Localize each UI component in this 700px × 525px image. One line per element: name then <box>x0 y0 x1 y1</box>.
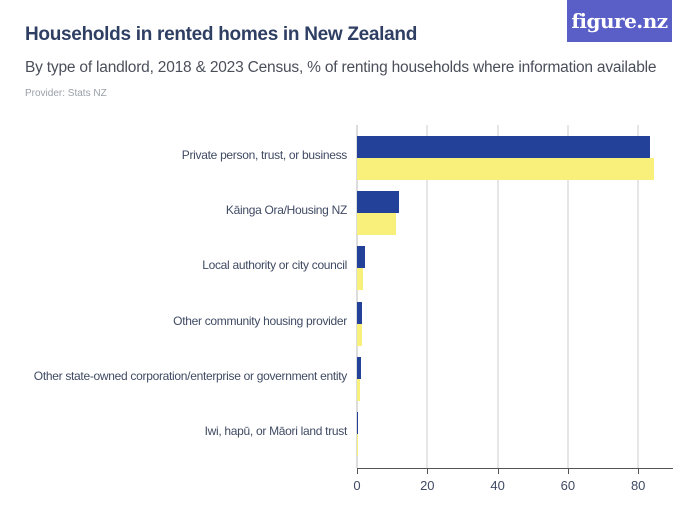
x-axis-tick-label: 20 <box>420 478 435 493</box>
x-axis-tick-label: 0 <box>353 478 361 493</box>
provider-label: Provider: Stats NZ <box>25 88 107 99</box>
x-axis-tick <box>638 468 640 474</box>
bar-2023[interactable] <box>357 323 362 346</box>
chart-subtitle: By type of landlord, 2018 & 2023 Census,… <box>25 59 657 76</box>
bar-2018[interactable] <box>357 356 361 379</box>
category-label: Other state-owned corporation/enterprise… <box>33 368 348 383</box>
gridline <box>496 125 499 468</box>
category-label: Local authority or city council <box>202 258 347 273</box>
bar-2023[interactable] <box>357 158 655 180</box>
figure-nz-logo[interactable]: figure.nz <box>567 0 672 42</box>
bar-2018[interactable] <box>357 136 651 158</box>
category-label: Kāinga Ora/Housing NZ <box>225 203 347 218</box>
bar-2023[interactable] <box>357 213 397 236</box>
x-axis-tick <box>427 468 429 474</box>
bar-2018[interactable] <box>357 301 362 324</box>
gridline-zero <box>356 125 358 468</box>
logo-text: figure.nz <box>571 9 668 33</box>
bar-2023[interactable] <box>357 434 358 456</box>
x-axis-tick <box>497 468 499 474</box>
gridline <box>637 125 640 468</box>
x-axis-line <box>357 468 673 469</box>
bar-2018[interactable] <box>357 246 365 269</box>
category-label: Other community housing provider <box>173 313 347 328</box>
x-axis-tick <box>567 468 569 474</box>
chart-title: Households in rented homes in New Zealan… <box>25 24 418 45</box>
bar-2018[interactable] <box>357 412 359 434</box>
x-axis-tick-label: 80 <box>630 478 646 493</box>
x-axis-tick-label: 40 <box>490 478 505 493</box>
bar-2018[interactable] <box>357 191 399 214</box>
gridline <box>566 125 569 468</box>
bar-2023[interactable] <box>357 378 360 401</box>
x-axis-tick-label: 60 <box>560 478 576 493</box>
bar-2023[interactable] <box>357 268 364 291</box>
category-label: Private person, trust, or business <box>181 148 348 162</box>
gridline <box>426 125 429 468</box>
category-label: Iwi, hapū, or Māori land trust <box>204 424 348 438</box>
x-axis-tick <box>357 468 358 474</box>
